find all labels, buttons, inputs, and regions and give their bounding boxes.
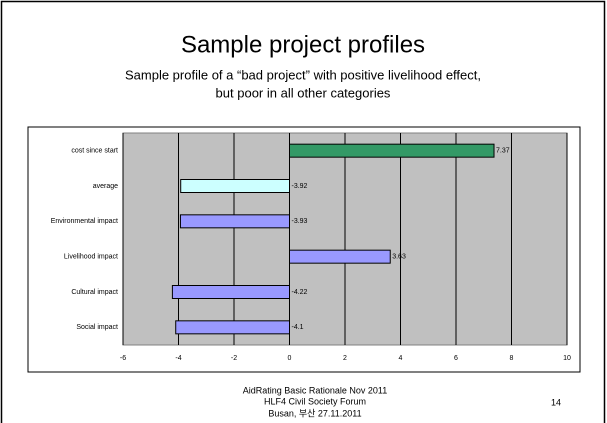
footer: Busan, 부산 27.11.2011: [268, 408, 361, 418]
x-tick-label: 8: [510, 355, 514, 362]
y-tick-label: Livelihood impact: [64, 254, 118, 261]
x-tick-label: -4: [175, 355, 181, 362]
subtitle: Sample profile of a “bad project” with p…: [125, 67, 481, 82]
y-tick-label: Cultural impact: [71, 289, 118, 296]
y-tick-label: cost since start: [71, 148, 118, 155]
x-tick-label: -6: [120, 355, 126, 362]
bar: [180, 179, 290, 193]
page-number: 14: [551, 397, 561, 407]
bar: [289, 143, 495, 158]
x-tick-label: 0: [288, 355, 292, 362]
x-tick-label: 10: [563, 355, 571, 362]
x-tick-label: 4: [399, 355, 403, 362]
bar: [171, 285, 291, 299]
x-tick-label: -2: [231, 355, 237, 362]
data-label: 7.37: [496, 148, 510, 155]
slide-title: Sample project profiles: [181, 31, 425, 58]
data-label: -3.93: [292, 218, 308, 225]
bar: [175, 320, 291, 335]
subtitle: but poor in all other categories: [216, 85, 391, 100]
footer: AidRating Basic Rationale Nov 2011: [243, 385, 387, 395]
bar: [179, 214, 291, 229]
y-tick-label: Environmental impact: [51, 218, 118, 225]
data-label: 3.63: [392, 254, 406, 261]
y-tick-label: average: [93, 183, 118, 190]
footer: HLF4 Civil Society Forum: [264, 396, 366, 406]
data-label: -4.1: [292, 324, 304, 331]
x-tick-label: 2: [343, 355, 347, 362]
bar: [289, 249, 391, 264]
data-label: -3.92: [292, 183, 308, 190]
data-label: -4.22: [292, 289, 308, 296]
x-tick-label: 6: [454, 355, 458, 362]
y-tick-label: Social impact: [76, 324, 118, 331]
